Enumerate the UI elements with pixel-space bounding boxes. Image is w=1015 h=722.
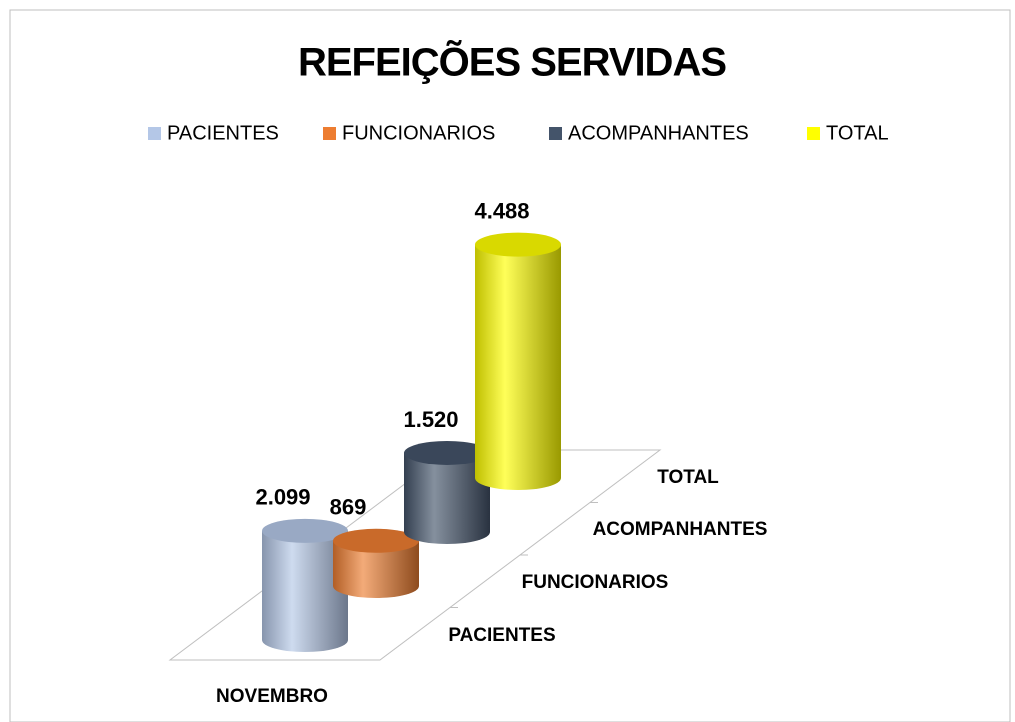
cylinder — [404, 452, 490, 544]
value-label: 4.488 — [474, 198, 529, 223]
depth-label: PACIENTES — [448, 625, 555, 646]
legend-swatch — [323, 127, 336, 140]
depth-label: ACOMPANHANTES — [593, 519, 768, 540]
legend-label: PACIENTES — [167, 122, 279, 144]
legend-label: TOTAL — [826, 122, 889, 144]
legend-swatch — [549, 127, 562, 140]
legend-swatch — [807, 127, 820, 140]
cylinder-top — [404, 440, 490, 465]
legend-label: FUNCIONARIOS — [342, 122, 495, 144]
cylinder — [262, 530, 348, 652]
value-label: 2.099 — [255, 485, 310, 510]
legend-label: ACOMPANHANTES — [568, 122, 749, 144]
legend-swatch — [148, 127, 161, 140]
depth-label: FUNCIONARIOS — [522, 572, 669, 593]
cylinder-top — [262, 518, 348, 543]
chart-title: REFEIÇÕES SERVIDAS — [298, 39, 726, 85]
cylinder-top — [475, 232, 561, 257]
cylinder — [333, 540, 419, 598]
depth-label: TOTAL — [657, 467, 719, 488]
cylinder — [475, 244, 561, 490]
cylinder-top — [333, 528, 419, 553]
category-label: NOVEMBRO — [216, 686, 328, 707]
value-label: 1.520 — [403, 407, 458, 432]
floor — [168, 449, 662, 661]
value-label: 869 — [330, 495, 367, 520]
